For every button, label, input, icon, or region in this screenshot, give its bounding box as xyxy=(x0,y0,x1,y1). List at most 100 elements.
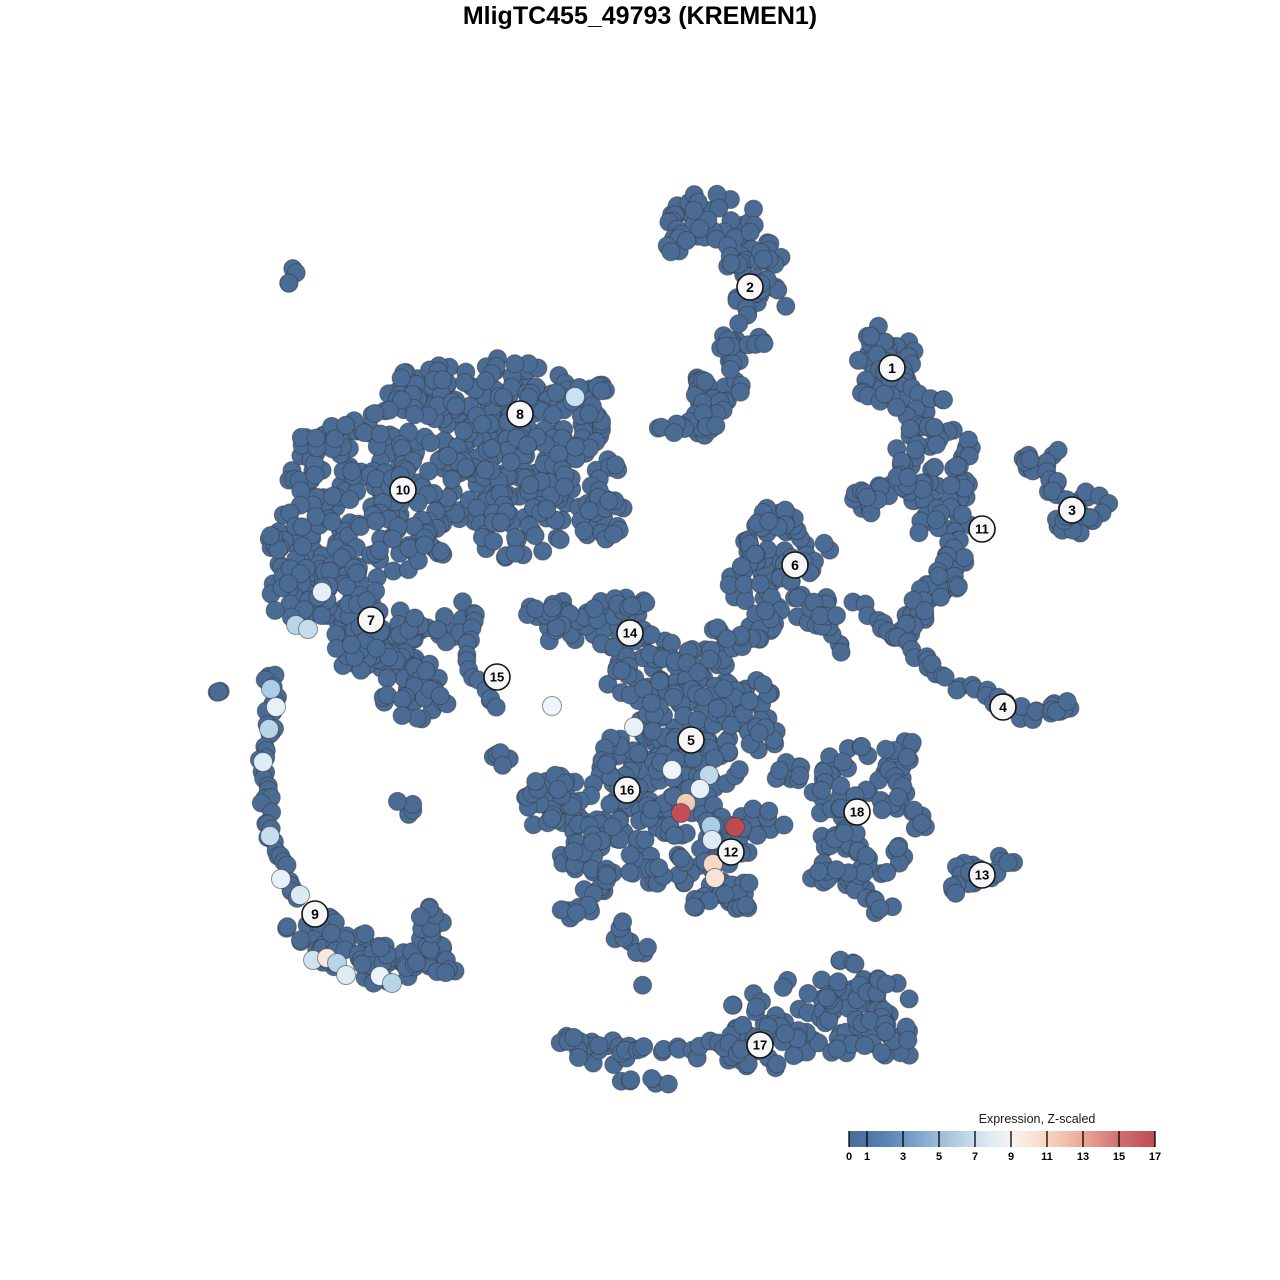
cluster-label-circle xyxy=(677,726,705,754)
cluster-label-2: 2 xyxy=(736,273,764,301)
data-point xyxy=(438,446,458,466)
cluster-label-text: 10 xyxy=(396,483,410,498)
data-point xyxy=(759,511,779,531)
colorbar-tick-label: 11 xyxy=(1041,1151,1053,1163)
data-point xyxy=(773,977,793,997)
data-point xyxy=(526,772,546,791)
data-point xyxy=(292,517,312,537)
cluster-label-circle xyxy=(389,476,417,504)
data-point xyxy=(391,368,411,388)
data-point xyxy=(814,533,834,553)
data-point xyxy=(790,766,810,786)
cluster-label-6: 6 xyxy=(781,551,809,579)
data-point xyxy=(924,417,944,437)
colorbar-tick-label: 17 xyxy=(1149,1151,1161,1163)
data-point xyxy=(746,997,766,1017)
data-point xyxy=(812,780,831,800)
data-point xyxy=(926,510,946,530)
cluster-label-13: 13 xyxy=(968,861,996,889)
colorbar-tick-label: 15 xyxy=(1113,1151,1125,1163)
data-point xyxy=(677,231,697,251)
data-point xyxy=(525,526,545,546)
data-point xyxy=(695,371,715,391)
data-point xyxy=(745,544,765,564)
data-point xyxy=(583,832,603,852)
data-point xyxy=(383,529,402,549)
data-point xyxy=(874,384,894,404)
data-point xyxy=(377,668,397,688)
data-point xyxy=(365,404,385,423)
data-point xyxy=(716,336,736,356)
data-point xyxy=(753,675,773,694)
cluster-label-text: 7 xyxy=(367,612,375,628)
data-point xyxy=(947,456,967,476)
expression-point xyxy=(699,765,719,785)
cluster-label-text: 5 xyxy=(687,732,695,748)
data-point xyxy=(730,382,750,402)
data-point xyxy=(633,975,653,995)
data-point xyxy=(446,396,466,416)
data-point xyxy=(915,601,935,621)
data-point xyxy=(684,200,704,220)
data-point xyxy=(355,924,375,944)
colorbar-tick-label: 13 xyxy=(1077,1151,1089,1163)
data-point xyxy=(709,198,729,218)
data-point xyxy=(684,897,704,917)
expression-point xyxy=(542,696,562,716)
data-point xyxy=(325,429,345,449)
cluster-label-text: 11 xyxy=(975,522,989,537)
data-point xyxy=(542,598,562,618)
colorbar-tick-label: 5 xyxy=(936,1151,942,1163)
data-point xyxy=(421,433,441,453)
data-point xyxy=(456,458,476,478)
data-point xyxy=(209,682,228,702)
data-point xyxy=(744,199,763,219)
cluster-label-circle xyxy=(781,551,809,579)
cluster-label-circle xyxy=(616,619,644,647)
data-point xyxy=(410,907,430,927)
data-point xyxy=(736,895,756,915)
data-point xyxy=(455,373,475,392)
data-point xyxy=(1057,692,1077,711)
cluster-label-text: 15 xyxy=(490,670,504,685)
data-point xyxy=(599,491,619,511)
data-point xyxy=(899,989,919,1009)
data-point xyxy=(392,689,412,709)
expression-point xyxy=(671,803,691,823)
expression-point xyxy=(565,387,585,407)
data-point xyxy=(564,1028,584,1047)
cluster-label-circle xyxy=(968,515,996,543)
cluster-label-circle xyxy=(736,273,764,301)
colorbar-tick-label: 3 xyxy=(900,1151,906,1163)
data-point xyxy=(574,521,594,541)
data-point xyxy=(1048,440,1068,460)
data-point xyxy=(467,498,487,518)
data-point xyxy=(941,475,961,495)
data-point xyxy=(433,370,453,390)
data-point xyxy=(759,801,779,821)
data-point xyxy=(876,739,896,759)
data-point xyxy=(367,638,386,658)
data-point xyxy=(306,428,326,448)
data-point xyxy=(347,563,367,583)
cluster-label-10: 10 xyxy=(389,476,417,504)
data-point xyxy=(833,752,853,772)
data-point xyxy=(279,273,299,293)
cluster-label-circle xyxy=(301,900,329,928)
data-point xyxy=(419,461,439,481)
data-point xyxy=(604,524,624,544)
cluster-label-5: 5 xyxy=(677,726,705,754)
cluster-label-text: 18 xyxy=(850,805,864,820)
cluster-label-circle xyxy=(357,606,385,634)
data-point xyxy=(332,548,352,568)
data-point xyxy=(312,606,332,625)
data-point xyxy=(414,535,434,555)
data-point xyxy=(505,543,525,563)
cluster-label-circle xyxy=(843,798,871,826)
data-point xyxy=(321,923,341,943)
data-point xyxy=(658,1074,678,1094)
data-point xyxy=(888,787,908,807)
data-point xyxy=(628,744,648,764)
